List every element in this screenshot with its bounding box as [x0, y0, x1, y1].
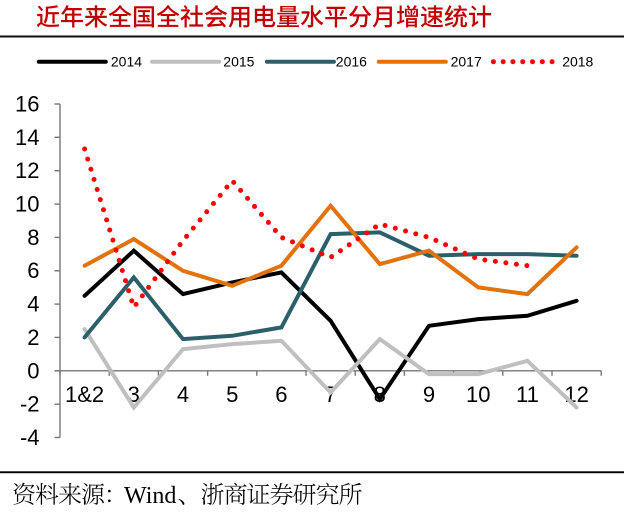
svg-text:2: 2 [27, 325, 39, 350]
svg-text:6: 6 [27, 258, 39, 283]
svg-text:6: 6 [275, 382, 287, 407]
svg-text:2015: 2015 [223, 54, 254, 70]
svg-text:2018: 2018 [562, 54, 593, 70]
svg-text:12: 12 [15, 158, 39, 183]
svg-text:0: 0 [27, 358, 39, 383]
svg-text:2017: 2017 [451, 54, 482, 70]
svg-text:2014: 2014 [111, 54, 142, 70]
svg-text:14: 14 [15, 125, 39, 150]
svg-text:2016: 2016 [336, 54, 367, 70]
svg-text:1&2: 1&2 [65, 382, 104, 407]
svg-text:-4: -4 [20, 425, 40, 450]
svg-text:4: 4 [177, 382, 189, 407]
svg-text:4: 4 [27, 292, 39, 317]
svg-text:8: 8 [374, 382, 386, 407]
svg-text:-2: -2 [20, 392, 40, 417]
svg-text:16: 16 [15, 92, 39, 117]
svg-text:12: 12 [564, 382, 588, 407]
svg-text:10: 10 [466, 382, 490, 407]
svg-text:10: 10 [15, 192, 39, 217]
svg-text:11: 11 [516, 382, 539, 407]
svg-text:8: 8 [27, 225, 39, 250]
svg-text:Wind: Wind [124, 483, 176, 509]
svg-text:9: 9 [423, 382, 435, 407]
svg-text:5: 5 [226, 382, 238, 407]
